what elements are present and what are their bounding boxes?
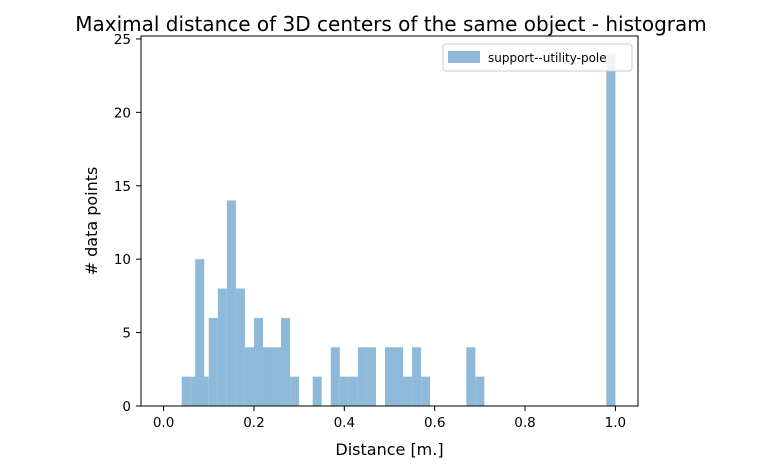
histogram-bar	[253, 317, 263, 406]
plot-area-frame	[140, 35, 639, 407]
histogram-bar	[181, 376, 191, 406]
y-tick-label: 25	[114, 32, 131, 48]
y-tick-label: 15	[114, 179, 131, 195]
x-tick-label: 0.4	[334, 415, 355, 431]
chart-title: Maximal distance of 3D centers of the sa…	[75, 12, 706, 36]
x-axis-ticks: 0.0 0.2 0.4 0.6 0.8 1.0	[153, 406, 626, 431]
histogram-bar	[366, 347, 376, 406]
y-tick-label: 10	[114, 252, 131, 268]
y-tick-label: 5	[122, 326, 131, 342]
histogram-bar	[421, 376, 431, 406]
histogram-bar	[272, 347, 282, 406]
histogram-bar	[226, 200, 236, 406]
x-tick-label: 1.0	[605, 415, 626, 431]
histogram-bar	[281, 317, 291, 406]
histogram-bar	[244, 347, 254, 406]
histogram-bars	[181, 53, 616, 406]
histogram-bar	[312, 376, 322, 406]
histogram-bar	[475, 376, 485, 406]
histogram-bar	[190, 376, 200, 406]
legend: support--utility-pole	[442, 43, 633, 72]
histogram-bar	[412, 347, 422, 406]
x-axis-label: Distance [m.]	[335, 440, 443, 459]
histogram-bar	[217, 288, 227, 406]
x-tick-label: 0.0	[153, 415, 174, 431]
histogram-bar	[357, 347, 367, 406]
histogram-bar	[195, 259, 205, 406]
histogram-bar	[403, 376, 413, 406]
histogram-bar	[290, 376, 300, 406]
histogram-bar	[606, 53, 616, 406]
histogram-bar	[466, 347, 476, 406]
x-tick-label: 0.2	[243, 415, 264, 431]
histogram-bar	[262, 347, 273, 406]
x-tick-label: 0.8	[514, 415, 535, 431]
legend-box	[442, 43, 633, 72]
histogram-bar	[330, 347, 340, 406]
histogram-bar	[339, 376, 349, 406]
legend-swatch	[448, 51, 480, 63]
y-tick-label: 0	[122, 399, 131, 415]
y-axis-ticks: 0 5 10 15 20 25	[114, 32, 141, 415]
y-axis-label: # data points	[82, 167, 101, 276]
x-tick-label: 0.6	[424, 415, 445, 431]
legend-label: support--utility-pole	[488, 51, 607, 65]
histogram-bar	[348, 376, 358, 406]
histogram-bar	[384, 347, 395, 406]
histogram-bar	[199, 376, 209, 406]
y-tick-label: 20	[114, 105, 131, 121]
histogram-bar	[394, 347, 404, 406]
histogram-bar	[235, 288, 245, 406]
histogram-bar	[208, 317, 218, 406]
